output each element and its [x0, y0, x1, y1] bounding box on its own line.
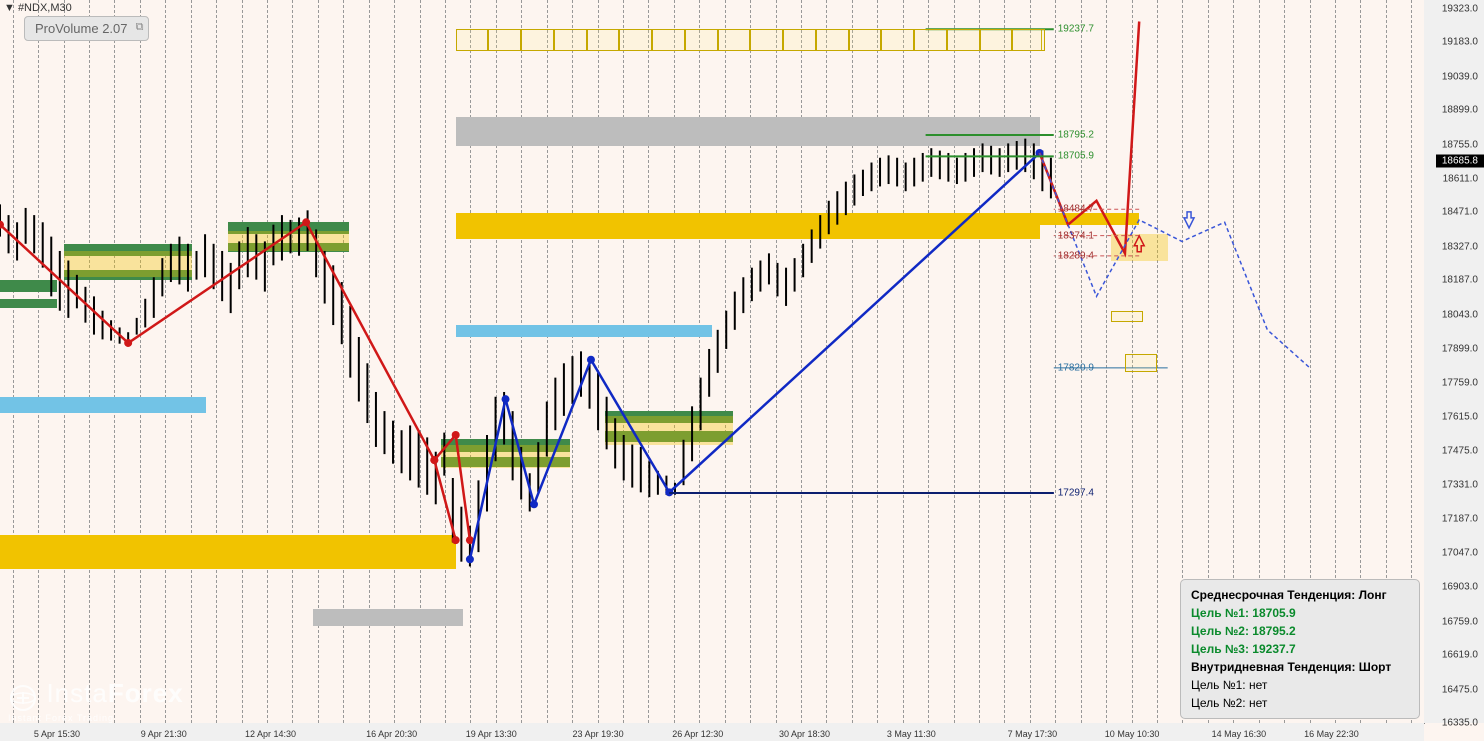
zone-rect: [1111, 234, 1168, 260]
upper-segment-box: [980, 29, 1013, 51]
zone-rect: [441, 445, 569, 469]
zone-rect: [64, 244, 192, 256]
y-tick-label: 18471.0: [1442, 207, 1478, 218]
y-tick-label: 17331.0: [1442, 479, 1478, 490]
zone-rect: [605, 416, 733, 445]
x-tick-label: 26 Apr 12:30: [672, 729, 723, 739]
y-axis: 19323.0 19183.0 19039.0 18899.0 18755.0 18611…: [1424, 0, 1484, 723]
zone-rect: [441, 457, 569, 468]
upper-segment-box: [521, 29, 554, 51]
level-label: 18705.9: [1058, 151, 1094, 162]
zone-rect: [456, 213, 1040, 239]
upper-segment-box: [947, 29, 980, 51]
y-tick-label: 18043.0: [1442, 309, 1478, 320]
chart-container: 19237.7 18795.2 18705.9 18484.7 18374.1 18289…: [0, 0, 1484, 741]
level-label: 19237.7: [1058, 24, 1094, 35]
target-black-2: Цель №2: нет: [1191, 694, 1409, 712]
upper-segment-box: [587, 29, 620, 51]
upper-segment-box: [619, 29, 652, 51]
x-tick-label: 16 Apr 20:30: [366, 729, 417, 739]
y-tick-label: 17187.0: [1442, 514, 1478, 525]
x-axis: 5 Apr 15:30 9 Apr 21:30 12 Apr 14:30 16 Apr…: [0, 723, 1424, 741]
y-tick-label: 17759.0: [1442, 377, 1478, 388]
y-tick-label: 18899.0: [1442, 105, 1478, 116]
y-tick-label: 19323.0: [1442, 3, 1478, 14]
x-tick-label: 30 Apr 18:30: [779, 729, 830, 739]
target-green-3: Цель №3: 19237.7: [1191, 640, 1409, 658]
indicator-button[interactable]: ProVolume 2.07 ⧉: [24, 16, 149, 41]
y-tick-label: 17615.0: [1442, 412, 1478, 423]
y-tick-label: 16759.0: [1442, 616, 1478, 627]
y-tick-label: 18755.0: [1442, 139, 1478, 150]
target-box: [1111, 311, 1143, 323]
level-label: 18374.1: [1058, 230, 1094, 241]
y-tick-label: 16335.0: [1442, 718, 1478, 729]
y-tick-label: 17047.0: [1442, 547, 1478, 558]
popout-icon: ⧉: [136, 21, 144, 34]
zone-rect: [0, 280, 57, 292]
zone-rect: [605, 431, 733, 442]
x-tick-label: 14 May 16:30: [1212, 729, 1267, 739]
y-tick-label: 17899.0: [1442, 344, 1478, 355]
target-green-2: Цель №2: 18795.2: [1191, 622, 1409, 640]
target-green-1: Цель №1: 18705.9: [1191, 604, 1409, 622]
current-price-tag: 18685.8: [1436, 155, 1484, 168]
info-panel: Среднесрочная Тенденция: Лонг Цель №1: 1…: [1180, 579, 1420, 719]
zone-rect: [0, 397, 206, 414]
x-tick-label: 5 Apr 15:30: [34, 729, 80, 739]
x-tick-label: 12 Apr 14:30: [245, 729, 296, 739]
level-label: 18484.7: [1058, 204, 1094, 215]
target-box: [1125, 354, 1157, 373]
zone-rect: [0, 299, 57, 309]
level-label: 18795.2: [1058, 129, 1094, 140]
level-label: 17820.9: [1058, 362, 1094, 373]
y-tick-label: 19183.0: [1442, 37, 1478, 48]
x-tick-label: 3 May 11:30: [887, 729, 936, 739]
upper-segment-box: [718, 29, 751, 51]
y-tick-label: 16619.0: [1442, 650, 1478, 661]
upper-segment-box: [881, 29, 914, 51]
upper-segment-box: [652, 29, 685, 51]
zone-rect: [228, 243, 349, 253]
x-tick-label: 16 May 22:30: [1304, 729, 1359, 739]
upper-segment-box: [456, 29, 489, 51]
upper-segment-box: [783, 29, 816, 51]
x-tick-label: 19 Apr 13:30: [466, 729, 517, 739]
zone-rect: [313, 609, 463, 626]
upper-segment-box: [488, 29, 521, 51]
y-tick-label: 17475.0: [1442, 445, 1478, 456]
y-tick-label: 19039.0: [1442, 71, 1478, 82]
x-tick-label: 9 Apr 21:30: [141, 729, 187, 739]
zone-rect: [605, 411, 733, 423]
zone-rect: [64, 251, 192, 277]
trend-intra-title: Внутридневная Тенденция: Шорт: [1191, 658, 1409, 676]
y-tick-label: 16475.0: [1442, 684, 1478, 695]
x-tick-label: 7 May 17:30: [1008, 729, 1058, 739]
zone-rect: [228, 231, 349, 251]
upper-segment-box: [685, 29, 718, 51]
target-black-1: Цель №1: нет: [1191, 676, 1409, 694]
trend-mid-title: Среднесрочная Тенденция: Лонг: [1191, 586, 1409, 604]
symbol-title: ▼ #NDX,M30: [4, 2, 72, 14]
upper-segment-box: [1012, 29, 1045, 51]
indicator-label: ProVolume 2.07: [35, 21, 128, 36]
upper-segment-box: [914, 29, 947, 51]
zone-rect: [64, 270, 192, 280]
zone-rect: [456, 117, 1040, 146]
upper-segment-box: [554, 29, 587, 51]
level-label: 17297.4: [1058, 487, 1094, 498]
y-tick-label: 18327.0: [1442, 241, 1478, 252]
y-tick-label: 18611.0: [1443, 174, 1478, 185]
y-tick-label: 16903.0: [1442, 582, 1478, 593]
x-tick-label: 10 May 10:30: [1105, 729, 1160, 739]
level-label: 18289.4: [1058, 250, 1094, 261]
upper-segment-box: [816, 29, 849, 51]
zone-rect: [228, 222, 349, 234]
zone-rect: [0, 535, 456, 568]
y-tick-label: 18187.0: [1442, 275, 1478, 286]
x-tick-label: 23 Apr 19:30: [573, 729, 624, 739]
zone-rect: [441, 439, 569, 452]
upper-segment-box: [750, 29, 783, 51]
